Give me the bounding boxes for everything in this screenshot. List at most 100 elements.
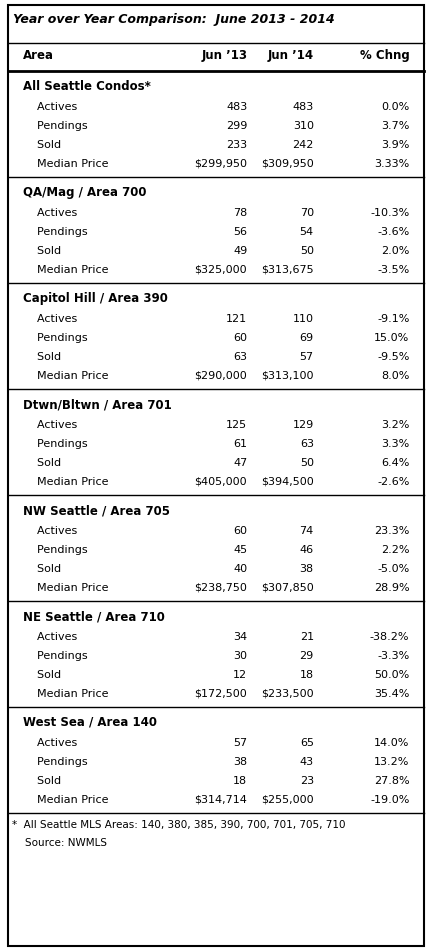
Text: 21: 21 [300,631,314,642]
Text: 129: 129 [292,420,314,429]
Text: -9.1%: -9.1% [377,313,410,324]
Text: -5.0%: -5.0% [377,564,410,573]
Text: Sold: Sold [22,351,60,362]
Text: $290,000: $290,000 [194,370,247,381]
Text: 299: 299 [226,121,247,130]
Text: 38: 38 [300,564,314,573]
Text: Sold: Sold [22,246,60,256]
Text: Jun ’13: Jun ’13 [201,49,247,62]
Text: -3.5%: -3.5% [377,265,410,275]
Text: Area: Area [22,49,54,62]
Text: Actives: Actives [22,208,77,218]
Text: 50.0%: 50.0% [374,669,410,680]
Text: $314,714: $314,714 [194,794,247,804]
Text: 70: 70 [300,208,314,218]
Text: 63: 63 [300,439,314,448]
Text: 15.0%: 15.0% [374,332,410,343]
Text: 30: 30 [233,650,247,661]
Text: 3.2%: 3.2% [381,420,410,429]
Text: Median Price: Median Price [22,794,108,804]
Text: 2.0%: 2.0% [381,246,410,256]
Text: Median Price: Median Price [22,583,108,592]
Text: 50: 50 [300,246,314,256]
Text: 0.0%: 0.0% [381,102,410,112]
Text: QA/Mag / Area 700: QA/Mag / Area 700 [22,186,146,199]
Text: 29: 29 [299,650,314,661]
Text: 57: 57 [300,351,314,362]
Text: 74: 74 [299,526,314,535]
Text: *  All Seattle MLS Areas: 140, 380, 385, 390, 700, 701, 705, 710: * All Seattle MLS Areas: 140, 380, 385, … [12,819,346,829]
Text: 8.0%: 8.0% [381,370,410,381]
Text: 110: 110 [293,313,314,324]
Text: 49: 49 [233,246,247,256]
Text: Pendings: Pendings [22,545,87,554]
Text: NW Seattle / Area 705: NW Seattle / Area 705 [22,504,170,516]
Text: Capitol Hill / Area 390: Capitol Hill / Area 390 [22,291,168,305]
Text: 56: 56 [233,227,247,237]
Text: 43: 43 [300,756,314,766]
Text: 35.4%: 35.4% [374,688,410,698]
Text: 3.33%: 3.33% [374,159,410,169]
Text: -3.3%: -3.3% [377,650,410,661]
Text: $255,000: $255,000 [261,794,314,804]
Text: Pendings: Pendings [22,227,87,237]
Text: 60: 60 [233,332,247,343]
Text: Actives: Actives [22,102,77,112]
Text: 6.4%: 6.4% [381,458,410,467]
Text: $394,500: $394,500 [261,477,314,486]
Text: 63: 63 [233,351,247,362]
Text: -9.5%: -9.5% [377,351,410,362]
Text: Median Price: Median Price [22,159,108,169]
Text: $313,675: $313,675 [261,265,314,275]
Text: $309,950: $309,950 [261,159,314,169]
Text: West Sea / Area 140: West Sea / Area 140 [22,715,156,728]
Text: Pendings: Pendings [22,332,87,343]
Text: 50: 50 [300,458,314,467]
Text: $325,000: $325,000 [194,265,247,275]
Text: 78: 78 [233,208,247,218]
Text: 2.2%: 2.2% [381,545,410,554]
Text: 47: 47 [233,458,247,467]
Text: 57: 57 [233,737,247,747]
Text: 28.9%: 28.9% [374,583,410,592]
Text: % Chng: % Chng [360,49,410,62]
Text: 310: 310 [293,121,314,130]
Text: 14.0%: 14.0% [374,737,410,747]
Text: Pendings: Pendings [22,439,87,448]
Text: 18: 18 [300,669,314,680]
Text: $299,950: $299,950 [194,159,247,169]
Text: 27.8%: 27.8% [374,775,410,785]
Text: Pendings: Pendings [22,756,87,766]
Text: $307,850: $307,850 [261,583,314,592]
Text: Actives: Actives [22,631,77,642]
Text: Sold: Sold [22,458,60,467]
Text: 125: 125 [226,420,247,429]
Text: Pendings: Pendings [22,650,87,661]
Text: -38.2%: -38.2% [370,631,410,642]
Text: Actives: Actives [22,526,77,535]
Text: $233,500: $233,500 [261,688,314,698]
Text: 483: 483 [226,102,247,112]
Text: 483: 483 [292,102,314,112]
Text: 3.7%: 3.7% [381,121,410,130]
Text: 23: 23 [300,775,314,785]
Text: Jun ’14: Jun ’14 [268,49,314,62]
Text: 45: 45 [233,545,247,554]
Text: 23.3%: 23.3% [374,526,410,535]
Text: 233: 233 [226,140,247,149]
Text: -19.0%: -19.0% [370,794,410,804]
Text: 65: 65 [300,737,314,747]
Text: $313,100: $313,100 [261,370,314,381]
Text: Median Price: Median Price [22,477,108,486]
Text: -10.3%: -10.3% [370,208,410,218]
Text: Source: NWMLS: Source: NWMLS [12,837,107,847]
Text: 60: 60 [233,526,247,535]
Text: 12: 12 [233,669,247,680]
Text: Median Price: Median Price [22,265,108,275]
Text: -3.6%: -3.6% [377,227,410,237]
Text: Sold: Sold [22,669,60,680]
Text: 40: 40 [233,564,247,573]
Text: Actives: Actives [22,313,77,324]
Text: 34: 34 [233,631,247,642]
Text: Actives: Actives [22,737,77,747]
